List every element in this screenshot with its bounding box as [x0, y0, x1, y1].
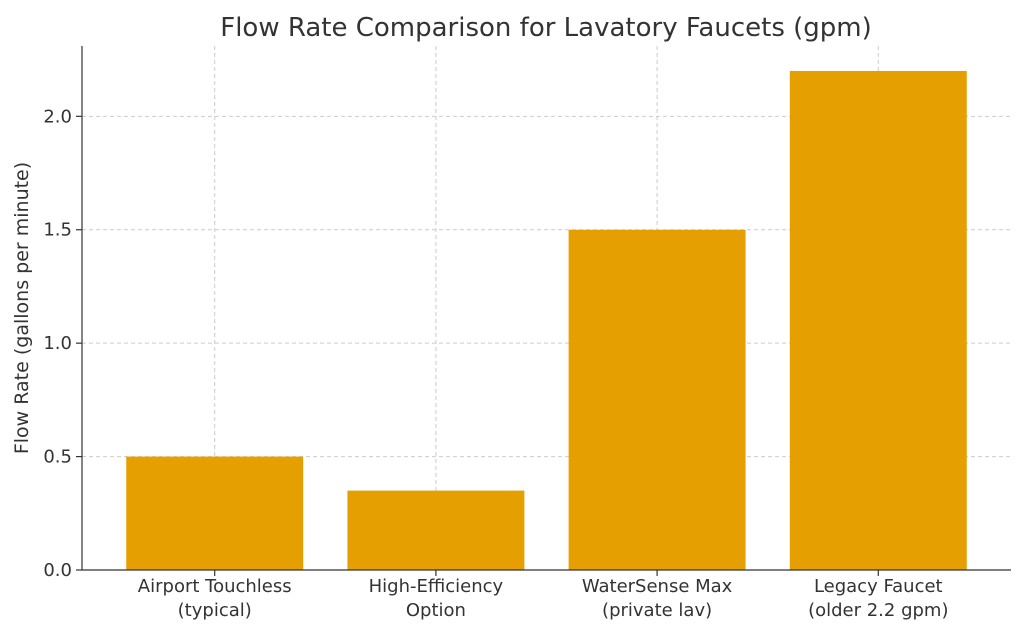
y-tick-label: 1.5 [43, 220, 72, 241]
x-tick-label: Option [406, 600, 466, 621]
axes [76, 46, 1011, 576]
bar [789, 70, 967, 570]
chart-title: Flow Rate Comparison for Lavatory Faucet… [220, 13, 872, 43]
x-tick-label: Legacy Faucet [814, 576, 943, 597]
bars [126, 70, 967, 570]
x-tick-label: WaterSense Max [582, 576, 733, 597]
x-tick-label: Airport Touchless [138, 576, 292, 597]
x-tick-label: (typical) [178, 600, 252, 621]
tick-labels: 0.0 0.5 1.0 1.5 2.0 Airport Touchless (typical… [43, 106, 948, 621]
y-tick-label: 0.5 [43, 447, 72, 468]
x-tick-label: High-Efficiency [369, 576, 504, 597]
bar [568, 229, 746, 570]
y-axis-label: Flow Rate (gallons per minute) [11, 162, 33, 454]
x-tick-label: (private lav) [602, 600, 712, 621]
y-tick-label: 1.0 [43, 333, 72, 354]
bar [347, 490, 525, 570]
y-tick-label: 0.0 [43, 560, 72, 581]
y-tick-label: 2.0 [43, 106, 72, 127]
bar [126, 456, 304, 570]
x-tick-label: (older 2.2 gpm) [808, 600, 948, 621]
